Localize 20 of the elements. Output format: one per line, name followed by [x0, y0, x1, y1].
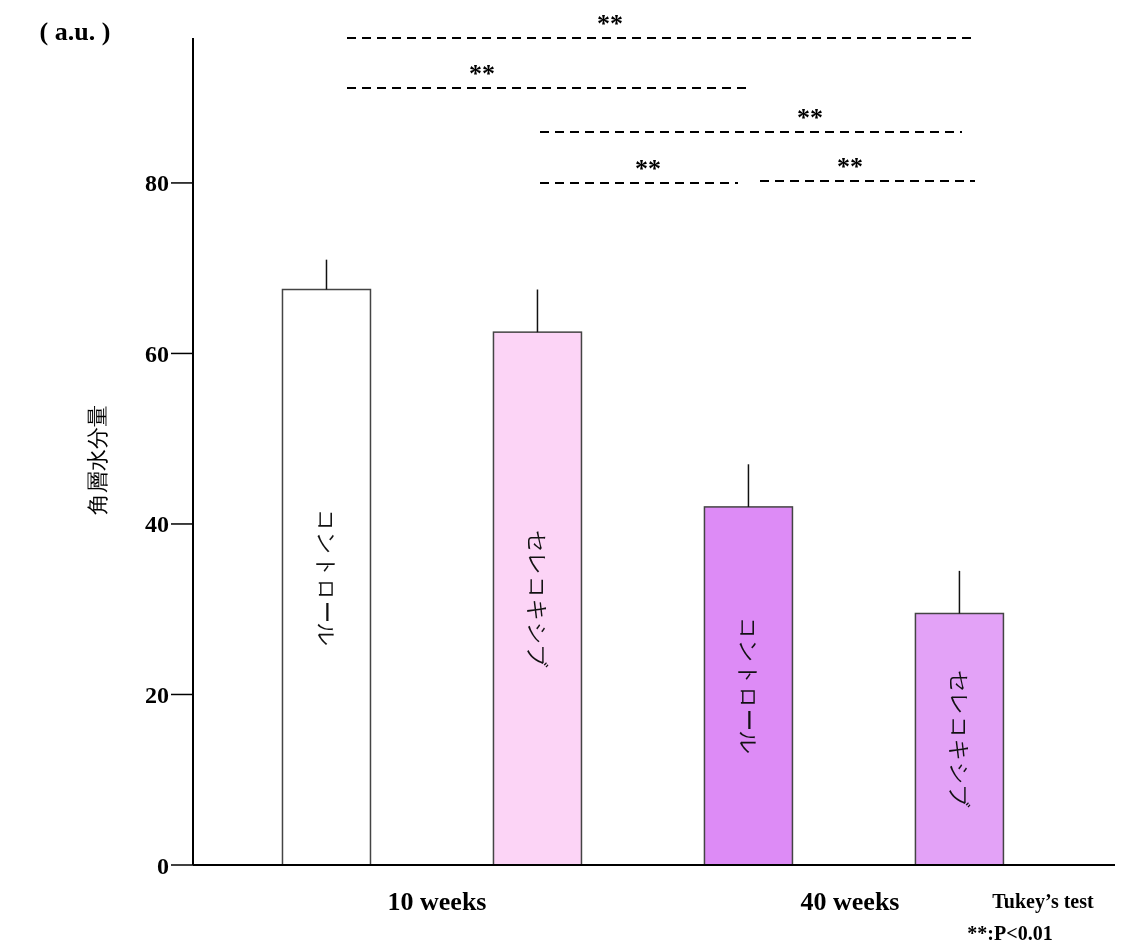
annotation: **	[635, 154, 661, 183]
x-tick-label: コントロール	[735, 617, 761, 755]
text: 40 weeks	[800, 887, 900, 916]
annotation: **	[837, 152, 863, 181]
y-tick-label: 20	[145, 682, 169, 708]
text: **:P<0.01	[967, 922, 1053, 944]
text: ( a.u. )	[39, 17, 111, 46]
x-tick-label: コントロール	[313, 508, 339, 646]
annotation: **	[597, 9, 623, 38]
y-tick-label: 60	[145, 340, 169, 367]
annotation: **	[469, 59, 495, 88]
y-tick-label: 40	[145, 511, 169, 538]
x-tick-label: セレコキシブ	[524, 529, 550, 668]
annotation: **	[797, 103, 823, 132]
text: 10 weeks	[387, 887, 487, 916]
x-tick-label: セレコキシブ	[946, 670, 972, 809]
text: Tukey’s test	[992, 890, 1094, 913]
y-tick-label: 80	[145, 170, 169, 197]
y-axis-title: 角層水分量	[84, 405, 110, 515]
y-tick-label: 0	[157, 852, 169, 879]
